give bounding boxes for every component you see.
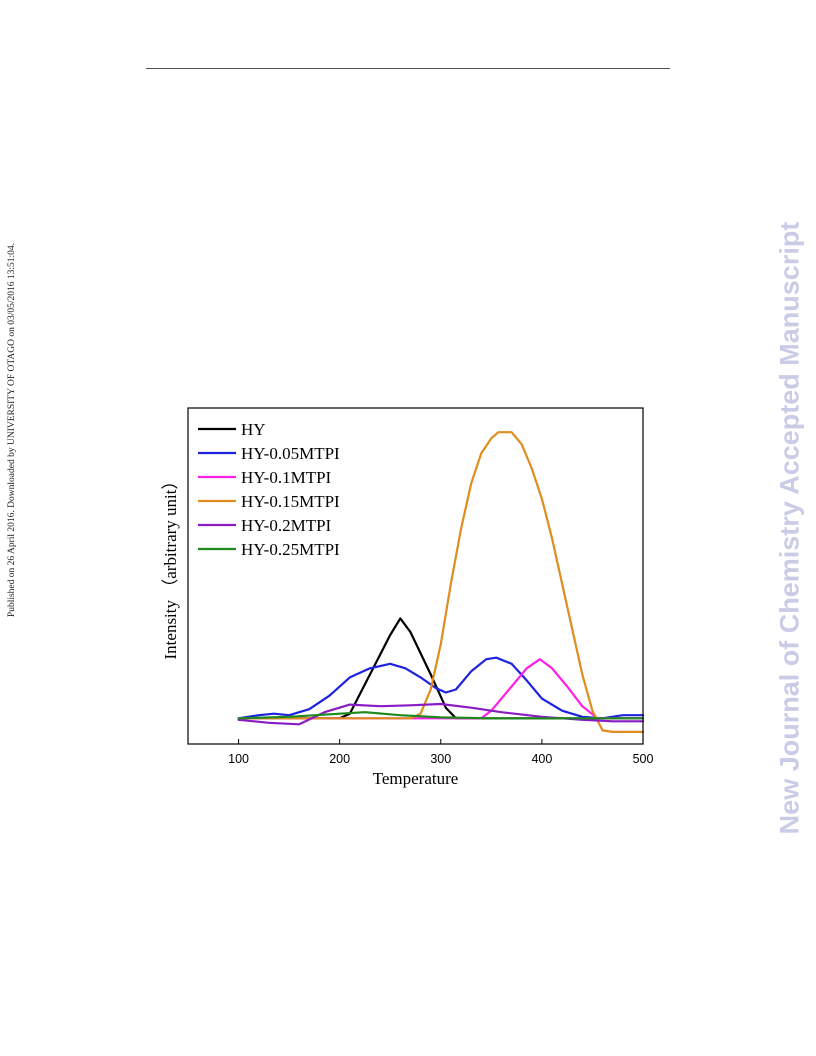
- x-tick-label: 200: [329, 752, 350, 766]
- series-line-4: [237, 431, 645, 733]
- legend-label: HY-0.1MTPI: [241, 468, 332, 487]
- publication-note: Published on 26 April 2016. Downloaded b…: [7, 242, 17, 618]
- legend-label: HY-0.05MTPI: [241, 444, 340, 463]
- x-tick-label: 400: [531, 752, 552, 766]
- journal-watermark: New Journal of Chemistry Accepted Manusc…: [774, 221, 805, 835]
- x-tick-label: 100: [228, 752, 249, 766]
- x-tick-label: 500: [633, 752, 654, 766]
- series-line-6: [237, 711, 645, 720]
- plot-frame: [187, 407, 644, 745]
- series-line-2: [237, 656, 645, 720]
- legend: HY HY-0.05MTPI HY-0.1MTPI HY-0.15MTPI HY-0.2…: [198, 420, 340, 559]
- legend-label: HY-0.15MTPI: [241, 492, 340, 511]
- series-layer: [237, 431, 645, 733]
- legend-label: HY-0.2MTPI: [241, 516, 332, 535]
- chart-svg: 100 200 300 400 500 Temperature Intensity （a…: [161, 407, 653, 788]
- y-axis-label: Intensity （arbitrary unit）: [161, 473, 180, 660]
- legend-label: HY: [241, 420, 266, 439]
- x-tick-label: 300: [430, 752, 451, 766]
- tpd-chart-figure: 100 200 300 400 500 Temperature Intensity （a…: [158, 400, 658, 792]
- x-axis-ticks: 100 200 300 400 500: [228, 739, 653, 766]
- header-rule: [146, 68, 670, 69]
- series-line-3: [237, 658, 645, 720]
- legend-label: HY-0.25MTPI: [241, 540, 340, 559]
- x-axis-label: Temperature: [373, 769, 459, 788]
